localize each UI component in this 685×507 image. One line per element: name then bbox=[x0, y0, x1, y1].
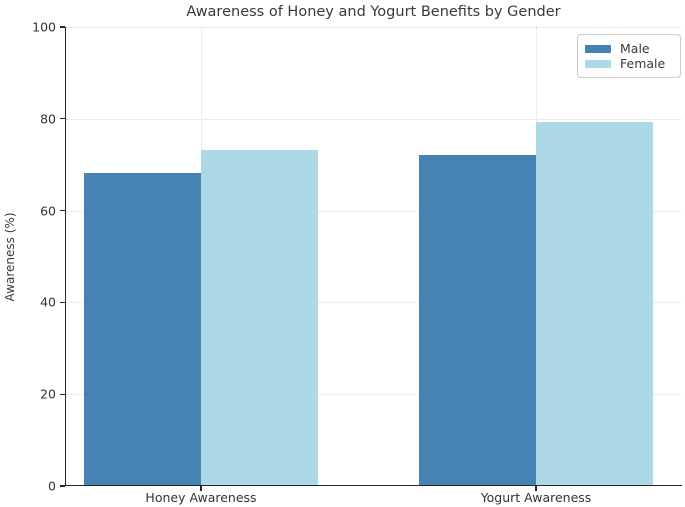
x-tick-mark-honey-awareness bbox=[200, 486, 202, 491]
bar-female-yogurt-awareness bbox=[536, 122, 653, 485]
y-tick-mark-100 bbox=[60, 26, 65, 28]
legend-label-male: Male bbox=[620, 41, 650, 56]
legend-entry-male: Male bbox=[585, 41, 671, 56]
bar-male-honey-awareness bbox=[84, 172, 201, 485]
y-tick-label: 20 bbox=[40, 386, 56, 402]
legend-entry-female: Female bbox=[585, 56, 671, 71]
y-tick-label: 60 bbox=[40, 203, 56, 219]
x-tick-mark-yogurt-awareness bbox=[535, 486, 537, 491]
legend-swatch-female bbox=[585, 59, 611, 68]
y-tick-mark-0 bbox=[60, 485, 65, 487]
x-tick-label-honey-awareness: Honey Awareness bbox=[145, 490, 257, 505]
y-tick-mark-40 bbox=[60, 301, 65, 304]
y-axis-label: Awareness (%) bbox=[3, 212, 17, 302]
y-gridline-20 bbox=[66, 394, 682, 396]
plot-area: 0 20 40 60 80 100 Honey Awareness Yogurt Awaren… bbox=[32, 20, 682, 505]
chart-title: Awareness of Honey and Yogurt Benefits b… bbox=[186, 4, 561, 20]
y-tick-label: 100 bbox=[32, 19, 56, 35]
y-gridline-80 bbox=[66, 118, 682, 120]
y-tick-label: 0 bbox=[48, 478, 56, 494]
y-tick-mark-80 bbox=[60, 118, 65, 120]
legend-swatch-male bbox=[585, 44, 611, 53]
y-gridline-40 bbox=[66, 302, 682, 304]
y-tick-label: 80 bbox=[40, 111, 56, 127]
bar-male-yogurt-awareness bbox=[419, 154, 536, 485]
bar-female-honey-awareness bbox=[201, 149, 318, 485]
y-tick-mark-20 bbox=[60, 393, 65, 395]
y-tick-mark-60 bbox=[60, 209, 65, 212]
y-gridline-100 bbox=[66, 27, 682, 28]
legend: Male Female bbox=[577, 34, 681, 78]
y-gridline-60 bbox=[66, 210, 682, 212]
legend-label-female: Female bbox=[620, 56, 666, 71]
x-tick-label-yogurt-awareness: Yogurt Awareness bbox=[480, 490, 592, 505]
y-tick-label: 40 bbox=[40, 294, 56, 310]
